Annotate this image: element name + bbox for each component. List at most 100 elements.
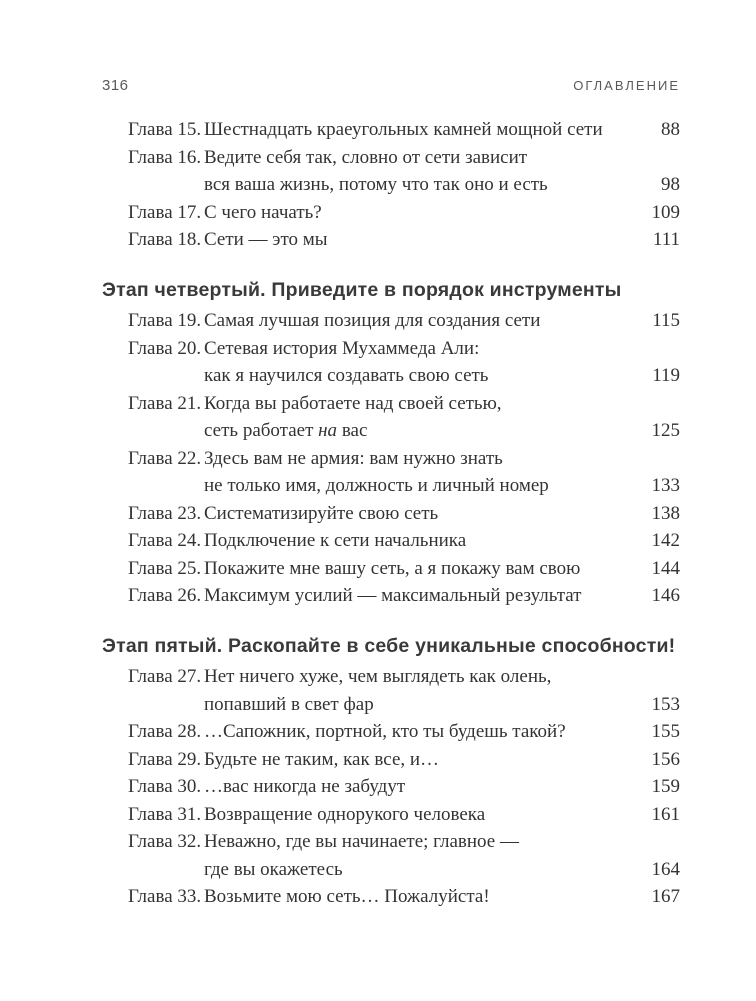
chapter-label: Глава 20. [128, 337, 202, 359]
page-number: 111 [652, 229, 680, 250]
page-number: 109 [651, 201, 681, 223]
chapter-title: Подключение к сети начальника [204, 527, 642, 555]
chapter-title: Шестнадцать краеугольных камней мощной с… [204, 116, 651, 144]
chapter-title-line: Подключение к сети начальника [204, 530, 467, 551]
chapter-label: Глава 25. [128, 557, 202, 579]
chapter-title: Нет ничего хуже, чем выглядеть как олень… [204, 663, 642, 718]
toc-entry: Глава 15. Шестнадцать краеугольных камней… [102, 116, 680, 144]
chapter-title: С чего начать? [204, 199, 642, 227]
chapter-title-line: Покажите мне вашу сеть, а я покажу вам с… [204, 557, 581, 579]
chapter-label: Глава 18. [128, 229, 202, 250]
chapter-title: Возвращение однорукого человека [204, 801, 642, 829]
toc: Глава 15. Шестнадцать краеугольных камней… [102, 116, 680, 911]
page-header: 316 ОГЛАВЛЕНИЕ [102, 77, 680, 94]
section-heading: Этап пятый. Раскопайте в себе уникальные… [102, 634, 676, 657]
chapter-label: Глава 24. [128, 530, 202, 551]
page-number: 153 [651, 693, 681, 715]
toc-section: Этап четвертый. Приведите в порядок инст… [102, 277, 680, 610]
chapter-title-line: …Сапожник, портной, кто ты будешь такой? [204, 721, 566, 742]
chapter-label: Глава 28. [128, 721, 202, 742]
chapter-title: Будьте не таким, как все, и… [204, 746, 642, 774]
chapter-title-line: С чего начать? [204, 201, 322, 223]
chapter-title-line: Возвращение однорукого человека [204, 803, 486, 825]
page-number: 156 [651, 748, 681, 770]
chapter-label: Глава 21. [128, 392, 202, 414]
chapter-title: Сети — это мы [204, 226, 643, 254]
chapter-title-line: где вы окажетесь [204, 858, 343, 880]
toc-entry: Глава 24. Подключение к сети начальника 14… [102, 527, 680, 555]
chapter-title: Ведите себя так, словно от сети зависит в… [204, 144, 651, 199]
page-number: 164 [651, 858, 681, 880]
chapter-title-line: Максимум усилий — максимальный результат [204, 585, 582, 606]
chapter-title-line: сеть работает на вас [204, 420, 368, 441]
chapter-title-line: Ведите себя так, словно от сети зависит [204, 146, 528, 168]
chapter-title-line: Здесь вам не армия: вам нужно знать [204, 447, 503, 469]
chapter-title-line: Шестнадцать краеугольных камней мощной с… [204, 119, 603, 140]
toc-entry: Глава 17. С чего начать? 109 [102, 199, 680, 227]
page-number: 133 [651, 475, 681, 496]
chapter-title-line: Систематизируйте свою сеть [204, 502, 439, 524]
toc-entry: Глава 31. Возвращение однорукого человека… [102, 801, 680, 829]
toc-entry: Глава 22. Здесь вам не армия: вам нужно з… [102, 445, 680, 500]
chapter-label: Глава 19. [128, 310, 202, 331]
page-number: 142 [651, 530, 681, 551]
toc-entry: Глава 32. Неважно, где вы начинаете; глав… [102, 828, 680, 883]
chapter-label: Глава 27. [128, 666, 202, 687]
chapter-title: Когда вы работаете над своей сетью, сеть … [204, 390, 642, 445]
chapter-title-line: Самая лучшая позиция для создания сети [204, 310, 541, 331]
folio-page-number: 316 [102, 77, 129, 94]
toc-entry: Глава 16. Ведите себя так, словно от сети… [102, 144, 680, 199]
chapter-title-line: Когда вы работаете над своей сетью, [204, 392, 502, 414]
page-number: 119 [652, 365, 680, 386]
toc-entry: Глава 18. Сети — это мы 111 [102, 226, 680, 254]
chapter-label: Глава 16. [128, 146, 202, 168]
toc-entry: Глава 27. Нет ничего хуже, чем выглядеть … [102, 663, 680, 718]
chapter-label: Глава 15. [128, 119, 202, 140]
chapter-label: Глава 33. [128, 886, 202, 907]
chapter-label: Глава 31. [128, 803, 202, 825]
chapter-title: Систематизируйте свою сеть [204, 500, 642, 528]
chapter-title-line: попавший в свет фар [204, 693, 374, 715]
chapter-title-line: Неважно, где вы начинаете; главное — [204, 831, 519, 852]
toc-entry: Глава 19. Самая лучшая позиция для создан… [102, 307, 680, 335]
chapter-title: Сетевая история Мухаммеда Али: как я науч… [204, 335, 642, 390]
toc-entry: Глава 29. Будьте не таким, как все, и… 156 [102, 746, 680, 774]
chapter-title: …вас никогда не забудут [204, 773, 642, 801]
page-number: 167 [651, 886, 681, 907]
chapter-title: Возьмите мою сеть… Пожалуйста! [204, 883, 642, 911]
toc-entry: Глава 33. Возьмите мою сеть… Пожалуйста! 1… [102, 883, 680, 911]
page-number: 144 [651, 557, 681, 579]
toc-entry: Глава 30. …вас никогда не забудут 159 [102, 773, 680, 801]
toc-entry: Глава 23. Систематизируйте свою сеть 138 [102, 500, 680, 528]
chapter-title: Максимум усилий — максимальный результат [204, 582, 642, 610]
running-head: ОГЛАВЛЕНИЕ [573, 78, 680, 93]
page-number: 159 [651, 776, 681, 797]
chapter-title-line: Возьмите мою сеть… Пожалуйста! [204, 886, 490, 907]
chapter-label: Глава 30. [128, 776, 202, 797]
chapter-title: …Сапожник, портной, кто ты будешь такой? [204, 718, 642, 746]
chapter-label: Глава 32. [128, 831, 202, 852]
chapter-label: Глава 22. [128, 447, 202, 469]
toc-entry: Глава 25. Покажите мне вашу сеть, а я пок… [102, 555, 680, 583]
chapter-title: Самая лучшая позиция для создания сети [204, 307, 642, 335]
page-number: 146 [651, 585, 681, 606]
page-number: 88 [661, 119, 680, 140]
chapter-title: Покажите мне вашу сеть, а я покажу вам с… [204, 555, 642, 583]
toc-entry: Глава 26. Максимум усилий — максимальный … [102, 582, 680, 610]
chapter-title-line: как я научился создавать свою сеть [204, 365, 489, 386]
page-number: 155 [651, 721, 681, 742]
page-number: 161 [651, 803, 681, 825]
toc-section: Этап пятый. Раскопайте в себе уникальные… [102, 633, 680, 911]
chapter-title: Неважно, где вы начинаете; главное — где … [204, 828, 642, 883]
chapter-title: Здесь вам не армия: вам нужно знать не то… [204, 445, 642, 500]
page-number: 98 [661, 174, 680, 195]
chapter-label: Глава 29. [128, 748, 202, 770]
chapter-title-line: вся ваша жизнь, потому что так оно и ест… [204, 174, 548, 195]
page-number: 125 [651, 420, 681, 441]
page-number: 138 [651, 502, 681, 524]
chapter-label: Глава 17. [128, 201, 202, 223]
chapter-label: Глава 23. [128, 502, 202, 524]
section-heading: Этап четвертый. Приведите в порядок инст… [102, 278, 622, 301]
toc-entry: Глава 28. …Сапожник, портной, кто ты буде… [102, 718, 680, 746]
